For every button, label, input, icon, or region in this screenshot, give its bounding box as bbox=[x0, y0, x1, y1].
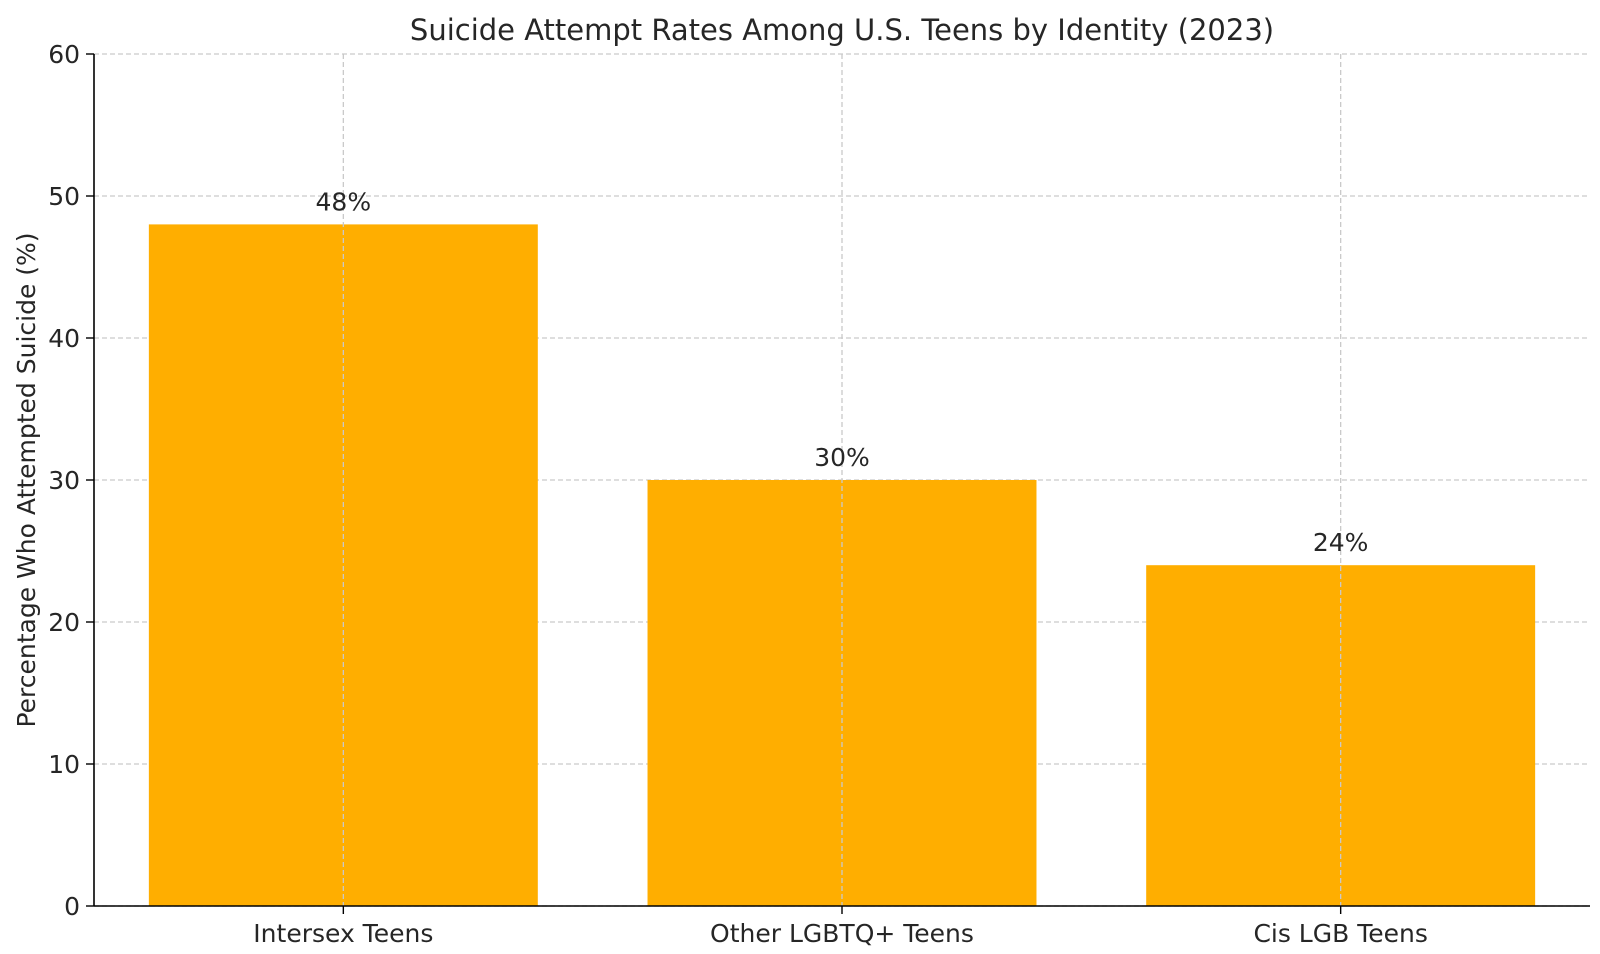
y-tick-label: 50 bbox=[48, 182, 80, 211]
axes bbox=[86, 53, 1590, 914]
labels: 0 10 20 30 40 50 60 Intersex Teens 48% Other LGBT… bbox=[48, 40, 1428, 948]
y-tick-label: 0 bbox=[64, 892, 80, 921]
y-tick-label: 60 bbox=[48, 40, 80, 69]
bars bbox=[148, 54, 1536, 906]
data-label: 48% bbox=[316, 187, 372, 216]
y-tick-label: 40 bbox=[48, 324, 80, 353]
y-tick-label: 30 bbox=[48, 466, 80, 495]
y-axis-label: Percentage Who Attempted Suicide (%) bbox=[12, 232, 41, 727]
chart-title: Suicide Attempt Rates Among U.S. Teens b… bbox=[410, 13, 1274, 47]
y-tick-label: 10 bbox=[48, 750, 80, 779]
x-tick-label: Intersex Teens bbox=[253, 919, 433, 948]
x-tick-label: Cis LGB Teens bbox=[1253, 919, 1427, 948]
data-label: 24% bbox=[1313, 528, 1369, 557]
y-tick-label: 20 bbox=[48, 608, 80, 637]
x-tick-label: Other LGBTQ+ Teens bbox=[710, 919, 974, 948]
data-label: 30% bbox=[814, 443, 870, 472]
